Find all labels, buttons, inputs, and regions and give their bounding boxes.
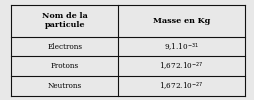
Text: 1,672.10$^{-27}$: 1,672.10$^{-27}$ [159, 80, 204, 92]
Text: 1,672.10$^{-27}$: 1,672.10$^{-27}$ [159, 60, 204, 72]
Text: Electrons: Electrons [47, 43, 82, 51]
Text: Neutrons: Neutrons [48, 82, 82, 90]
Text: Nom de la
particule: Nom de la particule [42, 12, 88, 29]
Text: Masse en Kg: Masse en Kg [153, 17, 210, 25]
Text: 9,1.10$^{-31}$: 9,1.10$^{-31}$ [164, 41, 199, 53]
Text: Protons: Protons [51, 62, 79, 70]
